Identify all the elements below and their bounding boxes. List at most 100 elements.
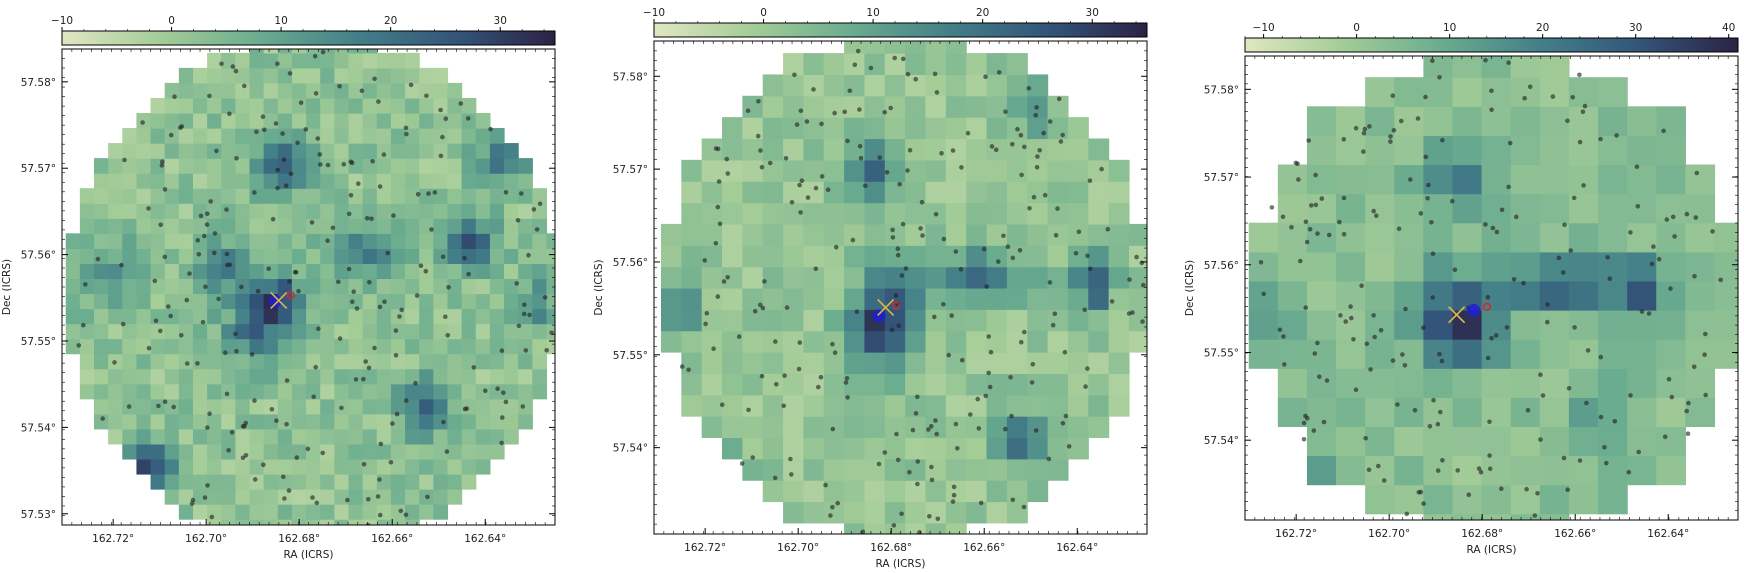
scatter-point — [330, 225, 336, 231]
heatmap-cell — [348, 82, 364, 99]
scatter-point — [230, 64, 236, 69]
scatter-point — [877, 155, 882, 160]
heatmap-cell — [1423, 135, 1454, 166]
scatter-point — [892, 55, 897, 61]
heatmap-cell — [701, 245, 723, 268]
scatter-point — [520, 404, 526, 409]
heatmap-cell — [235, 97, 251, 114]
scatter-point — [1082, 307, 1087, 313]
heatmap-cell — [263, 383, 279, 400]
heatmap-cell — [221, 519, 236, 525]
heatmap-cell — [362, 173, 378, 189]
heatmap-cell — [334, 82, 350, 99]
heatmap-cell — [390, 504, 406, 520]
scatter-point — [146, 206, 151, 211]
heatmap-cell — [277, 368, 293, 385]
heatmap-cell — [925, 159, 947, 182]
scatter-point — [1412, 407, 1418, 413]
heatmap-cell — [1047, 266, 1069, 289]
heatmap-cell — [1452, 135, 1483, 166]
heatmap-cell — [192, 443, 208, 460]
scatter-point — [953, 249, 959, 254]
heatmap-cell — [334, 443, 350, 460]
heatmap-cell — [905, 159, 927, 182]
heatmap-cell — [532, 338, 548, 355]
heatmap-cell — [192, 188, 208, 204]
heatmap-cell — [334, 233, 350, 249]
heatmap-cell — [783, 159, 805, 182]
heatmap-cell — [192, 112, 208, 129]
heatmap-cell — [390, 97, 406, 114]
scatter-point — [823, 482, 828, 488]
heatmap-cell — [263, 218, 279, 234]
heatmap-cell — [79, 218, 95, 234]
scatter-point — [1060, 420, 1066, 426]
scatter-point — [996, 259, 1001, 264]
scatter-point — [1034, 105, 1039, 110]
heatmap-cell — [546, 278, 555, 295]
scatter-point — [1685, 431, 1691, 437]
heatmap-cell — [362, 398, 378, 415]
heatmap-cell — [1452, 193, 1483, 224]
scatter-point — [120, 321, 126, 327]
heatmap-cell — [1067, 117, 1089, 140]
heatmap-cell — [348, 293, 364, 310]
heatmap-cell — [79, 188, 95, 204]
heatmap-cell — [518, 203, 533, 219]
heatmap-cell — [447, 293, 463, 310]
heatmap-cell — [334, 112, 350, 129]
scatter-point — [1031, 194, 1037, 200]
scatter-point — [1298, 258, 1303, 264]
heatmap-cell — [762, 287, 784, 310]
heatmap-cell — [742, 394, 764, 417]
scatter-point — [269, 407, 275, 412]
yellow-cross-marker — [270, 291, 288, 309]
scatter-point — [934, 431, 939, 437]
heatmap-cell — [1452, 251, 1483, 282]
heatmap-cell — [108, 188, 123, 204]
heatmap-cell — [925, 437, 947, 460]
heatmap-cell — [1067, 352, 1089, 374]
scatter-point — [1656, 256, 1662, 262]
heatmap-cell — [433, 173, 449, 189]
scatter-point — [1140, 319, 1145, 324]
scatter-point — [249, 352, 255, 357]
heatmap-cell — [376, 308, 392, 325]
heatmap-cell — [966, 159, 988, 182]
scatter-point — [1085, 253, 1090, 259]
heatmap-cell — [94, 323, 109, 340]
heatmap-cell — [884, 95, 906, 118]
heatmap-cell — [986, 394, 1008, 417]
heatmap-cell — [249, 473, 265, 490]
scatter-point — [1361, 130, 1367, 136]
heatmap-cell — [518, 308, 533, 325]
scatter-point — [1577, 458, 1583, 463]
scatter-point — [1421, 501, 1426, 506]
heatmap-cell — [235, 218, 251, 234]
heatmap-cell — [1088, 309, 1110, 332]
scatter-point — [835, 500, 840, 506]
colorbar-gradient — [1244, 37, 1739, 53]
scatter-point — [798, 108, 804, 114]
heatmap-cell — [390, 112, 406, 129]
heatmap-cell — [461, 413, 477, 430]
heatmap-cell — [334, 323, 350, 340]
heatmap-cell — [1452, 397, 1483, 428]
heatmap-cell — [108, 143, 123, 159]
scatter-point — [1545, 302, 1550, 307]
heatmap-cell — [221, 473, 236, 490]
heatmap-cell — [945, 53, 967, 76]
heatmap-cell — [122, 428, 138, 445]
heatmap-cell — [235, 173, 251, 189]
heatmap-cell — [362, 489, 378, 505]
scatter-point — [337, 336, 343, 341]
scatter-point — [1282, 362, 1287, 367]
heatmap-cell — [986, 74, 1008, 97]
scatter-point — [394, 411, 400, 417]
scatter-point — [346, 211, 352, 217]
scatter-point — [960, 357, 965, 363]
heatmap-cell — [864, 330, 886, 353]
scatter-point — [833, 244, 839, 250]
x-tick-label: 162.72° — [92, 533, 134, 545]
scatter-point — [1280, 214, 1286, 220]
